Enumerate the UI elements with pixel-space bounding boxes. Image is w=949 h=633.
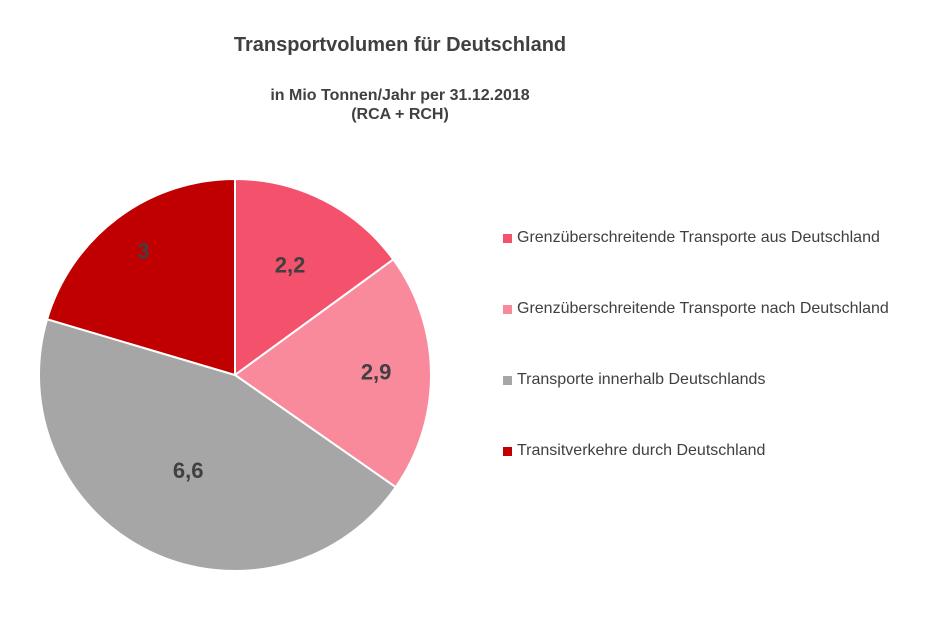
- slice-data-label: 2,9: [361, 359, 392, 384]
- legend-item: Grenzüberschreitende Transporte nach Deu…: [503, 297, 889, 321]
- slice-data-label: 3: [137, 238, 149, 263]
- legend-swatch: [503, 304, 512, 314]
- chart-subtitle: in Mio Tonnen/Jahr per 31.12.2018 (RCA +…: [0, 86, 800, 124]
- legend-label: Grenzüberschreitende Transporte aus Deut…: [517, 229, 880, 246]
- pie-slice: [45, 177, 236, 377]
- slice-data-label: 6,6: [173, 458, 204, 483]
- subtitle-line-1: in Mio Tonnen/Jahr per 31.12.2018: [270, 87, 530, 104]
- legend-item: Transporte innerhalb Deutschlands: [503, 368, 765, 392]
- legend-label: Grenzüberschreitende Transporte nach Deu…: [517, 300, 889, 317]
- pie-slice: [233, 258, 432, 489]
- chart-title: Transportvolumen für Deutschland: [233, 34, 567, 56]
- legend-item: Grenzüberschreitende Transporte aus Deut…: [503, 226, 880, 250]
- legend-swatch: [503, 233, 512, 243]
- legend-item: Transitverkehre durch Deutschland: [503, 439, 765, 463]
- legend-label: Transitverkehre durch Deutschland: [517, 442, 766, 459]
- legend-swatch: [503, 446, 512, 456]
- pie-slice: [234, 177, 395, 377]
- subtitle-line-2: (RCA + RCH): [351, 106, 449, 123]
- slice-data-label: 2,2: [275, 252, 306, 277]
- pie-slice: [38, 317, 398, 572]
- legend-label: Transporte innerhalb Deutschlands: [517, 371, 766, 388]
- legend-swatch: [503, 375, 512, 385]
